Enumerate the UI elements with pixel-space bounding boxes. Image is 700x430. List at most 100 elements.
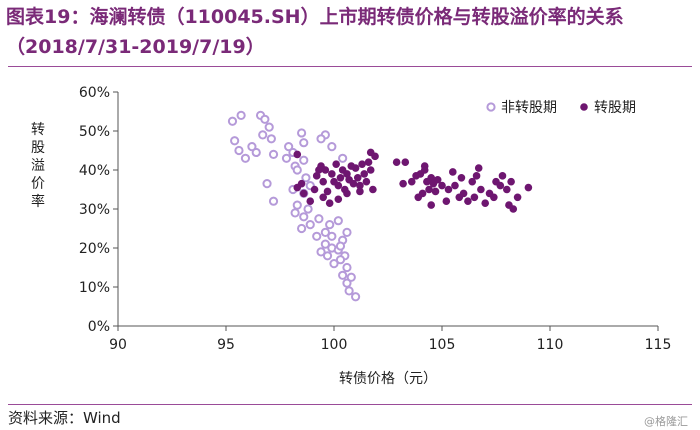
y-tick-label: 50%	[79, 124, 110, 140]
data-point-filled	[319, 193, 328, 202]
data-point-hollow	[247, 142, 257, 152]
data-point-filled	[353, 174, 362, 182]
data-point-hollow	[303, 204, 313, 214]
data-point-hollow	[351, 292, 361, 302]
data-point-filled	[474, 164, 483, 172]
data-point-filled	[468, 177, 477, 186]
data-point-hollow	[240, 153, 251, 163]
data-point-filled	[328, 170, 336, 178]
data-point-filled	[414, 193, 423, 202]
x-tick-label: 90	[109, 337, 127, 353]
legend-label-conversion: 转股期	[594, 100, 636, 116]
data-point-filled	[334, 195, 343, 204]
data-point-filled	[427, 201, 436, 209]
bottom-divider	[8, 404, 692, 405]
data-point-hollow	[281, 153, 292, 163]
data-point-hollow	[292, 165, 302, 175]
watermark: @格隆汇	[644, 415, 688, 428]
data-point-hollow	[338, 270, 348, 280]
data-point-hollow	[299, 155, 309, 165]
data-point-hollow	[251, 147, 261, 158]
data-point-filled	[310, 185, 319, 194]
data-point-hollow	[335, 241, 346, 251]
data-point-filled	[332, 160, 340, 168]
data-point-hollow	[299, 212, 309, 222]
data-point-filled	[334, 181, 343, 190]
data-point-filled	[297, 179, 306, 188]
data-point-hollow	[266, 134, 276, 144]
data-point-filled	[321, 166, 330, 174]
x-tick-label: 115	[645, 337, 672, 353]
x-tick-label: 100	[321, 337, 348, 353]
y-tick-label: 0%	[88, 319, 110, 335]
data-point-filled	[433, 175, 442, 184]
axes: 0% 10% 20% 30% 40% 50% 60% 90 95 100 105 110 115 转债价格…	[31, 85, 671, 387]
data-point-filled	[407, 177, 416, 186]
data-point-hollow	[344, 286, 354, 296]
data-point-hollow	[325, 220, 335, 230]
y-tick-label: 60%	[79, 85, 110, 101]
data-point-filled	[366, 166, 375, 174]
data-point-filled	[513, 193, 522, 202]
data-point-filled	[464, 197, 472, 205]
data-point-hollow	[297, 223, 307, 234]
legend: 非转股期 转股期	[486, 100, 636, 116]
data-point-hollow	[316, 134, 326, 144]
data-point-hollow	[297, 128, 307, 138]
data-point-filled	[293, 150, 302, 159]
title-line-1: 图表19：海澜转债（110045.SH）上市期转债价格与转股溢价率的关系	[6, 6, 624, 28]
data-point-filled	[472, 172, 481, 180]
data-point-hollow	[327, 142, 337, 152]
data-point-filled	[427, 174, 436, 182]
data-point-filled	[369, 185, 377, 194]
data-point-hollow	[312, 231, 322, 241]
data-point-hollow	[292, 200, 302, 210]
data-point-filled	[431, 187, 440, 196]
data-point-hollow	[342, 262, 352, 273]
legend-marker-hollow	[486, 102, 496, 112]
data-point-hollow	[338, 153, 348, 163]
data-point-filled	[325, 199, 334, 207]
data-point-hollow	[320, 227, 330, 237]
data-point-hollow	[329, 259, 339, 269]
data-point-filled	[401, 158, 410, 166]
data-point-filled	[509, 205, 518, 213]
data-point-hollow	[342, 227, 352, 237]
data-point-filled	[420, 166, 429, 174]
data-point-filled	[507, 177, 515, 186]
data-point-hollow	[264, 122, 274, 132]
data-point-filled	[364, 158, 373, 166]
data-point-filled	[356, 181, 364, 190]
data-point-hollow	[301, 173, 311, 183]
series-non-conversion	[227, 110, 361, 302]
data-point-filled	[457, 174, 466, 182]
y-tick-label: 40%	[79, 163, 110, 179]
data-point-filled	[312, 172, 321, 180]
data-point-filled	[351, 164, 360, 172]
legend-label-non-conversion: 非转股期	[501, 100, 557, 116]
data-point-hollow	[342, 278, 352, 288]
x-tick-label: 95	[217, 337, 235, 353]
data-point-hollow	[234, 145, 244, 156]
data-point-filled	[399, 179, 407, 188]
data-point-hollow	[299, 138, 309, 148]
x-tick-label: 105	[429, 337, 456, 353]
data-point-hollow	[346, 272, 356, 282]
data-point-filled	[444, 185, 453, 194]
data-point-filled	[459, 189, 468, 198]
data-point-filled	[470, 193, 479, 202]
data-point-hollow	[284, 142, 294, 152]
data-point-filled	[323, 187, 332, 196]
data-point-hollow	[320, 239, 330, 249]
data-point-hollow	[305, 220, 315, 230]
data-point-filled	[356, 187, 364, 196]
data-point-filled	[498, 172, 507, 180]
data-point-filled	[481, 199, 490, 207]
legend-marker-filled	[580, 103, 588, 111]
data-point-filled	[425, 185, 433, 194]
data-point-hollow	[268, 149, 279, 159]
data-point-filled	[392, 158, 401, 166]
data-point-hollow	[262, 179, 272, 189]
y-tick-label: 20%	[79, 241, 110, 257]
